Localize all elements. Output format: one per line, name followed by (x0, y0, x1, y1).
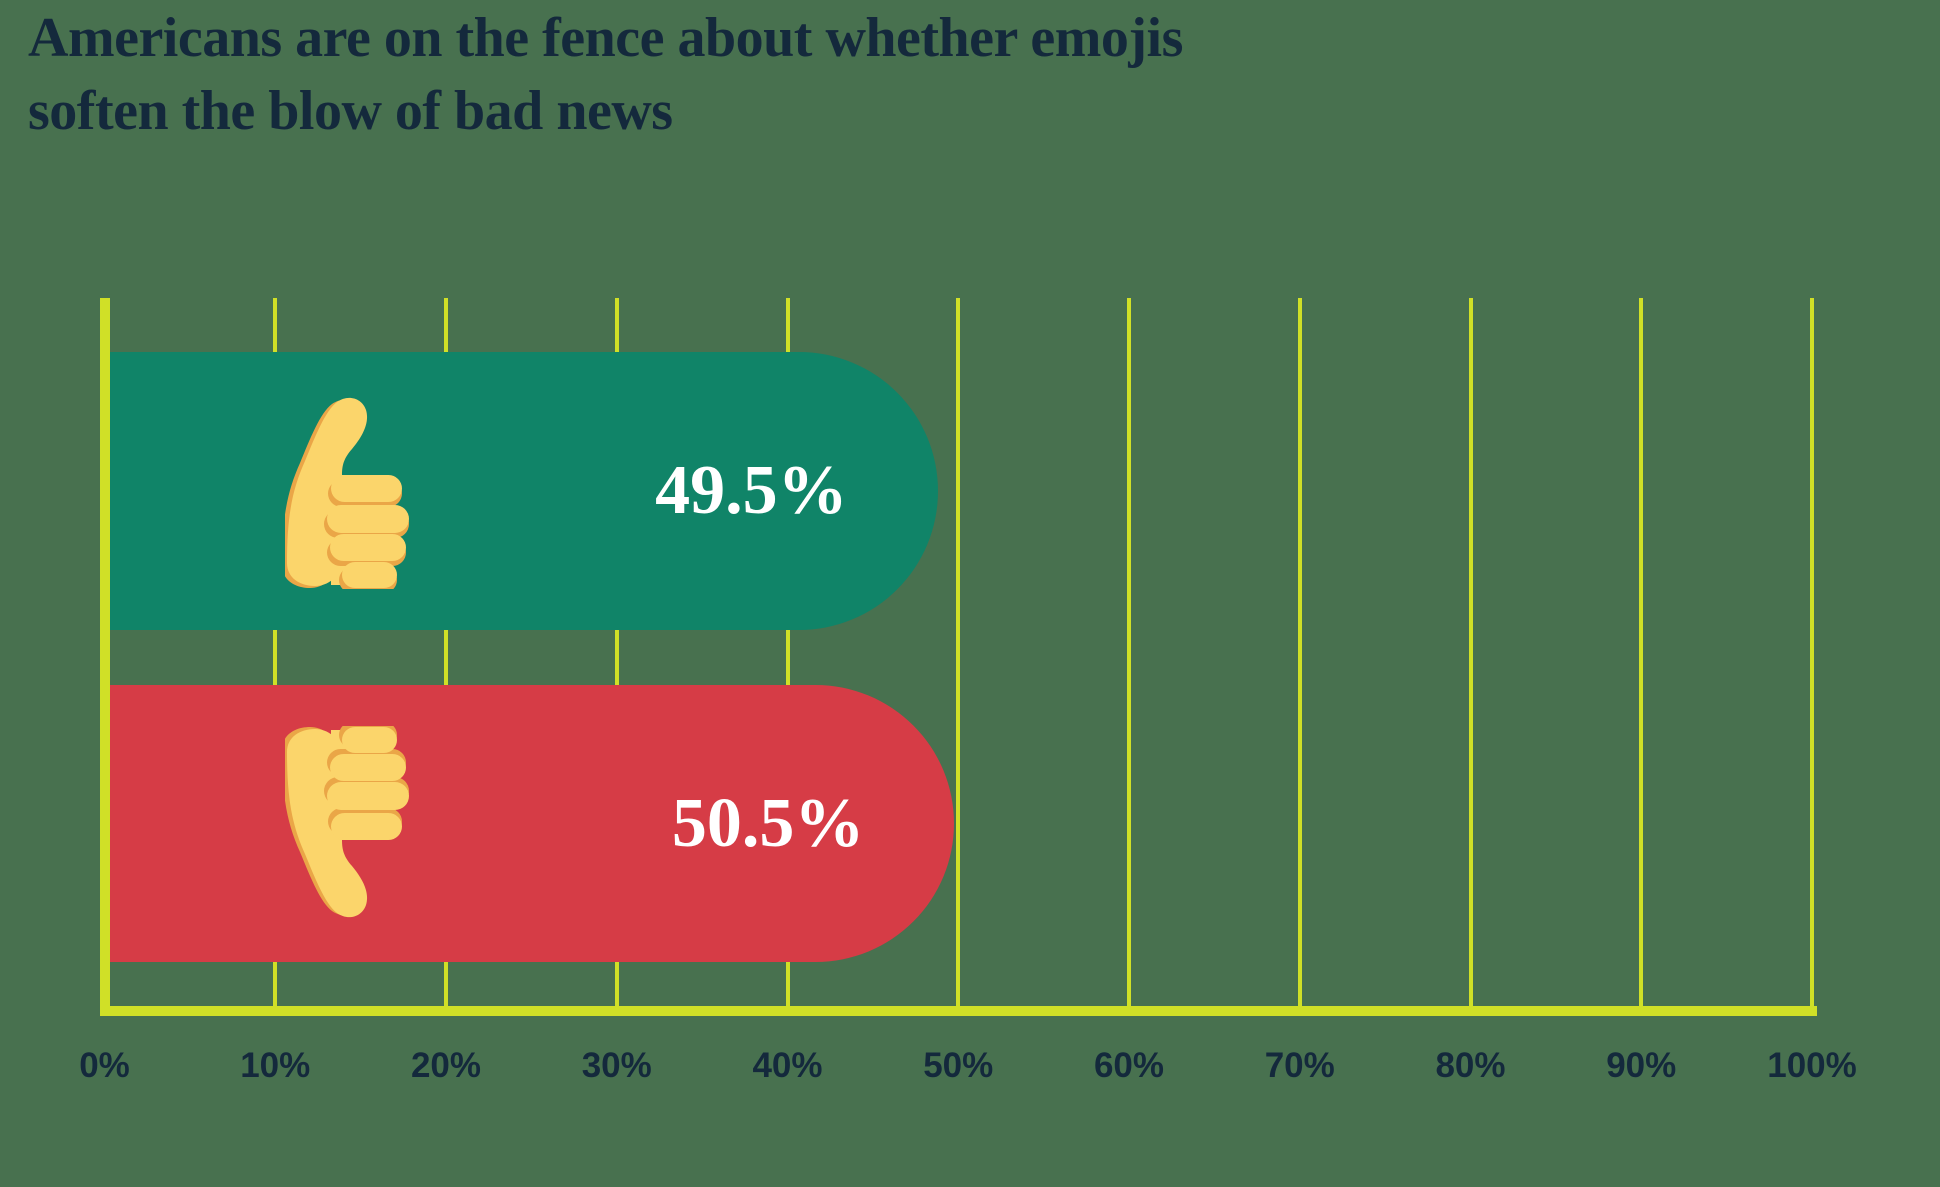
bar-thumbs-down: 50.5% (110, 685, 955, 962)
gridline-40% (785, 298, 790, 1016)
gridline-30% (614, 298, 619, 1016)
x-tick-label-70%: 70% (1264, 1046, 1335, 1085)
gridline-50% (956, 298, 961, 1016)
value-label-thumbs-up: 49.5% (655, 452, 848, 529)
title-line-2: soften the blow of bad news (28, 79, 673, 142)
x-tick-label-30%: 30% (581, 1046, 652, 1085)
x-tick-label-100%: 100% (1767, 1046, 1857, 1085)
bar-thumbs-up: 49.5% (110, 352, 938, 630)
x-tick-label-80%: 80% (1435, 1046, 1506, 1085)
thumbs-down-icon (285, 726, 415, 922)
thumbs-up-icon (285, 393, 415, 589)
gridline-90% (1639, 298, 1644, 1016)
x-tick-label-60%: 60% (1093, 1046, 1165, 1085)
value-label-thumbs-down: 50.5% (671, 784, 865, 862)
x-tick-label-40%: 40% (752, 1046, 823, 1085)
gridline-60% (1127, 298, 1131, 1016)
x-tick-label-10%: 10% (240, 1046, 311, 1085)
x-tick-label-90%: 90% (1606, 1046, 1677, 1085)
gridline-80% (1468, 298, 1473, 1016)
gridline-10% (273, 298, 278, 1016)
x-axis-line (99, 1006, 1817, 1016)
title-line-1: Americans are on the fence about whether… (28, 7, 1183, 69)
x-tick-label-20%: 20% (410, 1046, 482, 1085)
page-title: Americans are on the fence about whether… (28, 2, 1548, 148)
gridline-20% (444, 298, 448, 1016)
x-tick-label-0%: 0% (79, 1046, 130, 1085)
x-tick-label-50%: 50% (923, 1046, 994, 1085)
gridline-100% (1810, 298, 1814, 1016)
gridline-70% (1297, 298, 1302, 1016)
gridline-0% (99, 298, 110, 1016)
